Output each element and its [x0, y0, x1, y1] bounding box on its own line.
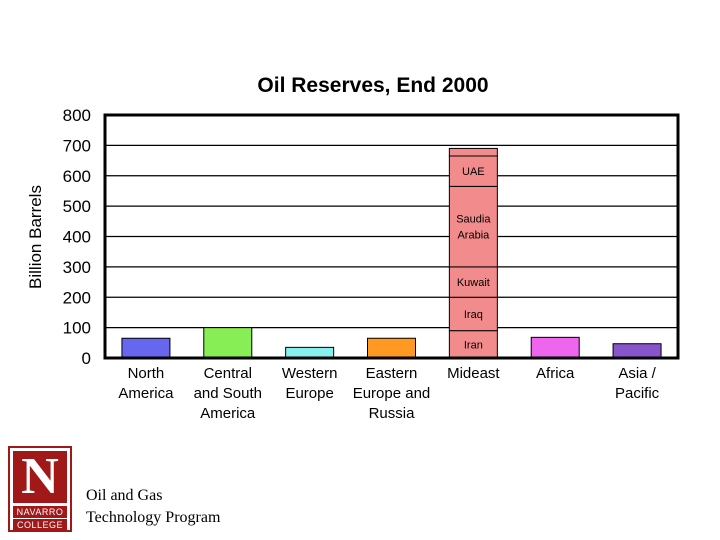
segment-label-iran: Iran — [464, 339, 483, 351]
oil-reserves-chart: Oil Reserves, End 2000 Billion Barrels 0… — [26, 74, 680, 422]
y-tick-800: 800 — [63, 106, 91, 125]
segment-label-iraq: Iraq — [464, 309, 483, 321]
logo-name-line2: COLLEGE — [13, 519, 67, 531]
navarro-college-logo: N NAVARRO COLLEGE — [8, 446, 72, 532]
segment-uae — [448, 155, 498, 187]
logo-name-line1: NAVARRO — [13, 506, 67, 518]
bar-eastern-europe-and-russia — [367, 337, 416, 359]
segment-label-kuwait: Kuwait — [457, 277, 490, 289]
y-tick-100: 100 — [63, 319, 91, 338]
x-label-eastern-europe-and-russia: Europe and — [353, 385, 431, 402]
bar-central-and-south-america — [203, 327, 253, 359]
x-label-western-europe: Western — [282, 365, 338, 382]
y-axis-label: Billion Barrels — [26, 185, 45, 289]
x-label-western-europe: Europe — [285, 385, 333, 402]
segment-saudia-arabia — [448, 185, 498, 268]
plot-frame — [103, 113, 680, 360]
segment-kuwait — [448, 266, 498, 298]
segment-label-saudia-arabia: Saudia — [456, 214, 491, 226]
bar-asia-pacific — [612, 343, 662, 359]
y-tick-200: 200 — [63, 288, 91, 307]
x-label-eastern-europe-and-russia: Russia — [369, 405, 416, 422]
segment-other — [448, 147, 498, 157]
y-tick-0: 0 — [82, 349, 91, 368]
x-label-asia-pacific: Pacific — [615, 385, 660, 402]
logo-letter: N — [13, 451, 67, 503]
caption-line2: Technology Program — [86, 509, 221, 526]
y-tick-500: 500 — [63, 197, 91, 216]
caption-line1: Oil and Gas — [86, 487, 163, 504]
y-tick-400: 400 — [63, 228, 91, 247]
bar-north-america — [121, 337, 171, 359]
x-label-north-america: America — [118, 385, 174, 402]
x-label-central-and-south-america: Central — [204, 365, 252, 382]
x-label-eastern-europe-and-russia: Eastern — [366, 365, 418, 382]
x-label-asia-pacific: Asia / — [618, 365, 656, 382]
bars: Iran Iraq Kuwait Saudia Arabia UAE — [121, 147, 662, 359]
segment-label-uae: UAE — [462, 166, 485, 178]
bar-western-europe — [285, 346, 335, 359]
x-label-central-and-south-america: America — [200, 405, 256, 422]
y-tick-600: 600 — [63, 167, 91, 186]
segment-iraq — [448, 296, 498, 332]
x-label-mideast: Mideast — [447, 365, 500, 382]
category-labels: North America Central and South America Weste… — [118, 365, 659, 422]
bar-africa — [530, 336, 580, 359]
x-label-central-and-south-america: and South — [194, 385, 262, 402]
segment-label-saudia-arabia: Arabia — [457, 230, 490, 242]
program-caption: Oil and Gas Technology Program — [86, 485, 220, 529]
y-tick-300: 300 — [63, 258, 91, 277]
gridlines — [105, 144, 678, 329]
y-tick-labels: 0 100 200 300 400 500 600 700 800 — [63, 106, 91, 368]
chart-title: Oil Reserves, End 2000 — [257, 74, 488, 97]
x-label-africa: Africa — [536, 365, 575, 382]
y-tick-700: 700 — [63, 136, 91, 155]
x-label-north-america: North — [128, 365, 165, 382]
